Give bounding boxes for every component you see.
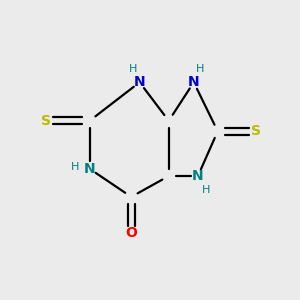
Text: H: H: [71, 162, 79, 172]
Text: N: N: [188, 75, 200, 89]
Text: H: H: [202, 184, 210, 195]
Text: N: N: [134, 75, 146, 89]
Text: H: H: [196, 64, 204, 74]
Text: O: O: [125, 226, 137, 240]
Text: N: N: [84, 162, 95, 176]
Text: S: S: [41, 114, 51, 128]
Text: H: H: [129, 64, 137, 74]
Text: S: S: [251, 124, 261, 138]
Text: N: N: [192, 169, 204, 183]
